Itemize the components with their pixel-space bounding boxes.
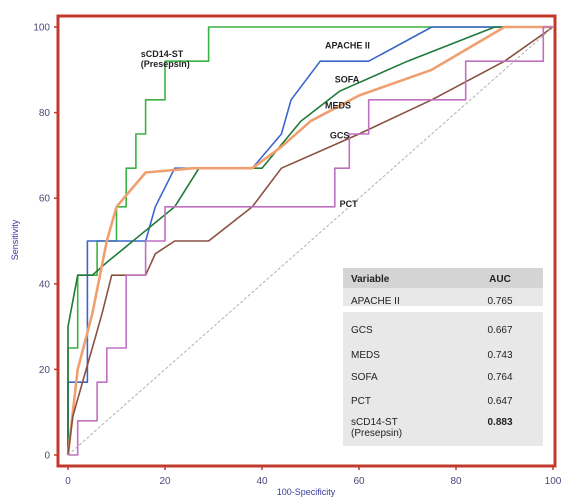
curve-label: (Presepsin) xyxy=(141,59,190,69)
auc-table-value: 0.743 xyxy=(487,350,512,361)
auc-table-variable-sub: (Presepsin) xyxy=(351,428,402,439)
auc-table-value: 0.647 xyxy=(487,396,512,407)
x-tick-label: 100 xyxy=(545,476,562,487)
x-tick-label: 80 xyxy=(450,476,462,487)
roc-curve-meds xyxy=(66,25,553,456)
curve-label: sCD14-ST xyxy=(141,49,184,59)
auc-table-variable: PCT xyxy=(351,396,371,407)
x-axis-title: 100-Specificity xyxy=(277,487,336,497)
auc-table-value: 0.883 xyxy=(487,417,512,428)
auc-table-variable: MEDS xyxy=(351,350,380,361)
y-tick-label: 60 xyxy=(39,194,51,205)
roc-curve-pct xyxy=(68,26,553,456)
curve-label: PCT xyxy=(340,199,359,209)
y-tick-label: 20 xyxy=(39,365,51,376)
auc-table-header-bg xyxy=(343,268,543,288)
auc-table-bg xyxy=(343,268,543,446)
x-tick-label: 20 xyxy=(159,476,171,487)
auc-table-variable: sCD14-ST xyxy=(351,417,398,428)
y-tick-label: 0 xyxy=(44,451,50,462)
curve-label: GCS xyxy=(330,130,350,140)
curve-label: APACHE II xyxy=(325,40,370,50)
auc-table-value: 0.667 xyxy=(487,325,512,336)
plot-frame xyxy=(56,14,557,468)
y-tick-label: 80 xyxy=(39,108,51,119)
auc-table-variable: APACHE II xyxy=(351,296,400,307)
auc-table-header-auc: AUC xyxy=(489,274,511,285)
auc-table-variable: SOFA xyxy=(351,372,378,383)
x-tick-label: 40 xyxy=(256,476,268,487)
auc-table-value: 0.765 xyxy=(487,296,512,307)
x-tick-label: 60 xyxy=(353,476,365,487)
y-tick-label: 100 xyxy=(33,23,50,34)
y-axis-title: Sensitivity xyxy=(10,219,20,260)
auc-table-header-variable: Variable xyxy=(351,274,390,285)
auc-table-variable: GCS xyxy=(351,325,373,336)
x-tick-label: 0 xyxy=(65,476,71,487)
curve-label: MEDS xyxy=(325,100,351,110)
curve-label: SOFA xyxy=(335,75,360,85)
auc-table-value: 0.764 xyxy=(487,372,512,383)
roc-curve-gcs xyxy=(67,26,554,456)
y-tick-label: 40 xyxy=(39,279,51,290)
roc-curve-reference xyxy=(67,26,554,456)
